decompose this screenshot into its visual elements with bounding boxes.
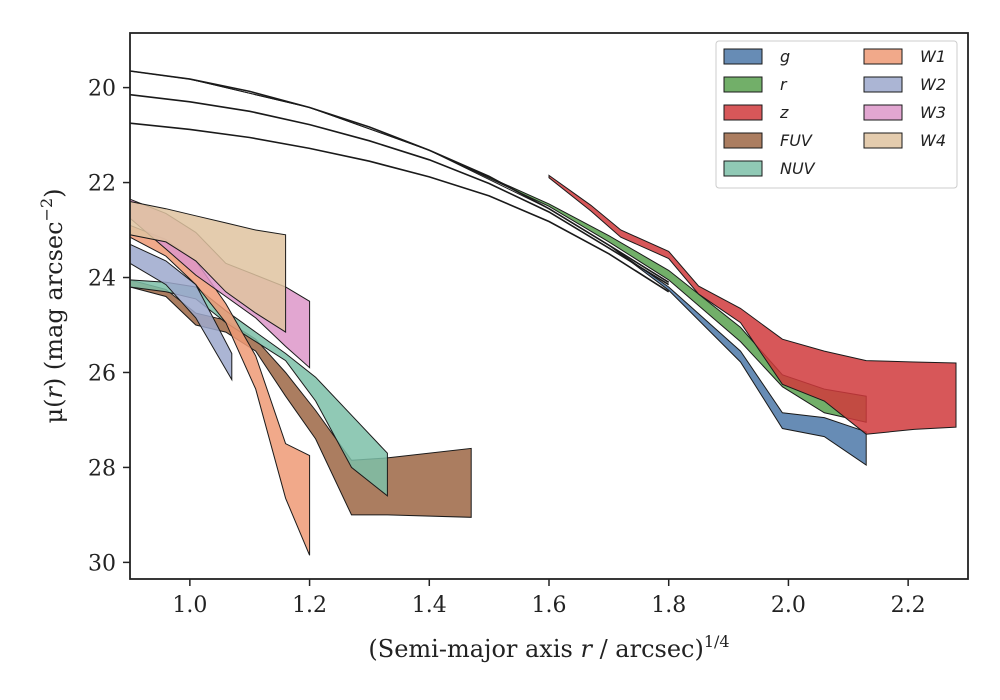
data-bands	[129, 70, 957, 556]
model-curve-3	[129, 122, 670, 293]
x-axis-title-post: / arcsec)	[592, 635, 704, 663]
band-g	[129, 70, 867, 467]
x-tick-label: 1.2	[292, 593, 327, 618]
legend-swatch-w1	[863, 48, 903, 65]
legend-label-g: g	[780, 47, 790, 66]
band-w2	[129, 243, 233, 382]
y-tick-label: 28	[88, 456, 116, 481]
legend-swatch-g	[723, 48, 763, 65]
legend-swatch-w4	[863, 132, 903, 149]
y-tick-label: 24	[88, 267, 116, 292]
y-axis-title-end: )	[40, 188, 68, 197]
legend-swatch-w2	[863, 76, 903, 93]
x-tick-label: 1.8	[651, 593, 686, 618]
x-axis: 1.0 1.2 1.4 1.6 1.8 2.0 2.2	[172, 579, 926, 618]
legend-label-fuv: FUV	[780, 131, 813, 150]
x-axis-title-var: r	[580, 635, 593, 663]
x-axis-title: (Semi-major axis r / arcsec)1/4	[368, 632, 729, 663]
y-tick-label: 20	[88, 77, 116, 102]
model-curve-2	[129, 93, 670, 286]
legend-label-w2: W2	[920, 75, 946, 94]
legend-swatch-r	[723, 76, 763, 93]
legend-label-r: r	[780, 75, 788, 94]
x-tick-label: 1.4	[412, 593, 447, 618]
x-axis-title-pre: (Semi-major axis	[368, 635, 580, 663]
legend-swatch-w3	[863, 104, 903, 121]
y-axis: 20 22 24 26 28 30	[88, 77, 130, 576]
legend-swatch-fuv	[723, 132, 763, 149]
x-tick-label: 1.6	[532, 593, 567, 618]
legend-label-w1: W1	[920, 47, 946, 66]
legend-swatch-nuv	[723, 160, 763, 177]
y-axis-title: μ(r) (mag arcsec−2)	[37, 188, 68, 423]
legend-label-w3: W3	[920, 103, 946, 122]
x-axis-title-sup: 1/4	[704, 632, 730, 651]
legend-label-z: z	[779, 103, 789, 122]
y-axis-title-pre: μ(	[40, 399, 68, 424]
legend-swatch-z	[723, 104, 763, 121]
y-tick-label: 22	[88, 172, 116, 197]
legend-label-nuv: NUV	[780, 159, 816, 178]
model-curves	[129, 70, 670, 293]
legend-label-w4: W4	[920, 131, 946, 150]
x-tick-label: 2.2	[891, 593, 926, 618]
y-axis-title-sup: −2	[37, 198, 56, 222]
y-tick-label: 30	[88, 551, 116, 576]
y-axis-title-post: ) (mag arcsec	[40, 221, 68, 387]
y-axis-title-var: r	[40, 386, 68, 399]
model-curve-1	[129, 70, 670, 283]
y-tick-label: 26	[88, 361, 116, 386]
band-w4	[129, 200, 287, 334]
x-tick-label: 1.0	[172, 593, 207, 618]
x-tick-label: 2.0	[771, 593, 806, 618]
band-z	[548, 174, 957, 435]
legend: grz FUV NUV W1 W2 W3 W4	[715, 40, 958, 189]
